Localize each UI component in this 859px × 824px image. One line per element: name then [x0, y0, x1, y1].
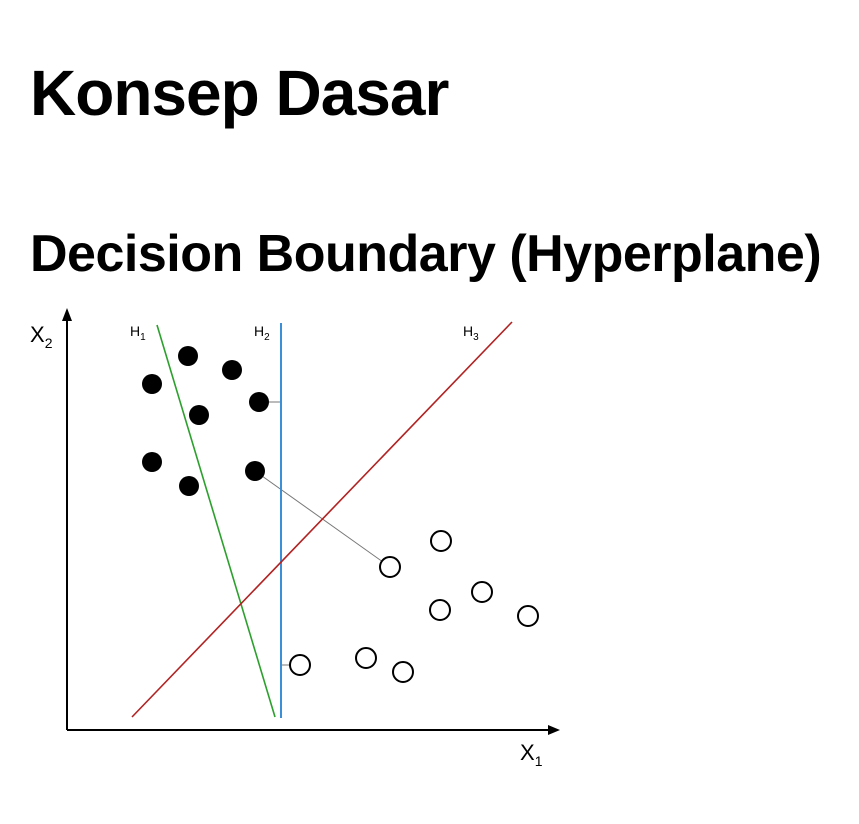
hollow-point: [289, 654, 311, 676]
hyperplane-h3-label: H3: [463, 323, 479, 343]
hollow-point: [471, 581, 493, 603]
hollow-point: [429, 599, 451, 621]
class-hollow-points: [289, 530, 539, 683]
x-axis-arrow-icon: [548, 725, 560, 735]
filled-point: [179, 476, 199, 496]
slide-subtitle: Decision Boundary (Hyperplane): [30, 225, 822, 283]
x-axis-label: X1: [520, 740, 543, 769]
hyperplane-h2-label: H2: [254, 323, 270, 343]
filled-point: [249, 392, 269, 412]
hyperplane-h3: [131, 321, 513, 718]
hollow-point: [379, 556, 401, 578]
filled-point: [222, 360, 242, 380]
filled-point: [142, 374, 162, 394]
y-axis-arrow-icon: [62, 308, 72, 321]
filled-point: [245, 461, 265, 481]
hollow-point: [392, 661, 414, 683]
y-axis-label: X2: [30, 322, 53, 351]
axes: [66, 318, 552, 731]
slide-title: Konsep Dasar: [30, 57, 449, 129]
hollow-point: [430, 530, 452, 552]
filled-point: [178, 346, 198, 366]
class-filled-points: [142, 346, 269, 496]
hollow-point: [517, 605, 539, 627]
filled-point: [189, 405, 209, 425]
filled-point: [142, 452, 162, 472]
hollow-point: [355, 647, 377, 669]
hyperplane-h1-label: H1: [130, 323, 146, 343]
hyperplane-h1: [156, 324, 276, 718]
